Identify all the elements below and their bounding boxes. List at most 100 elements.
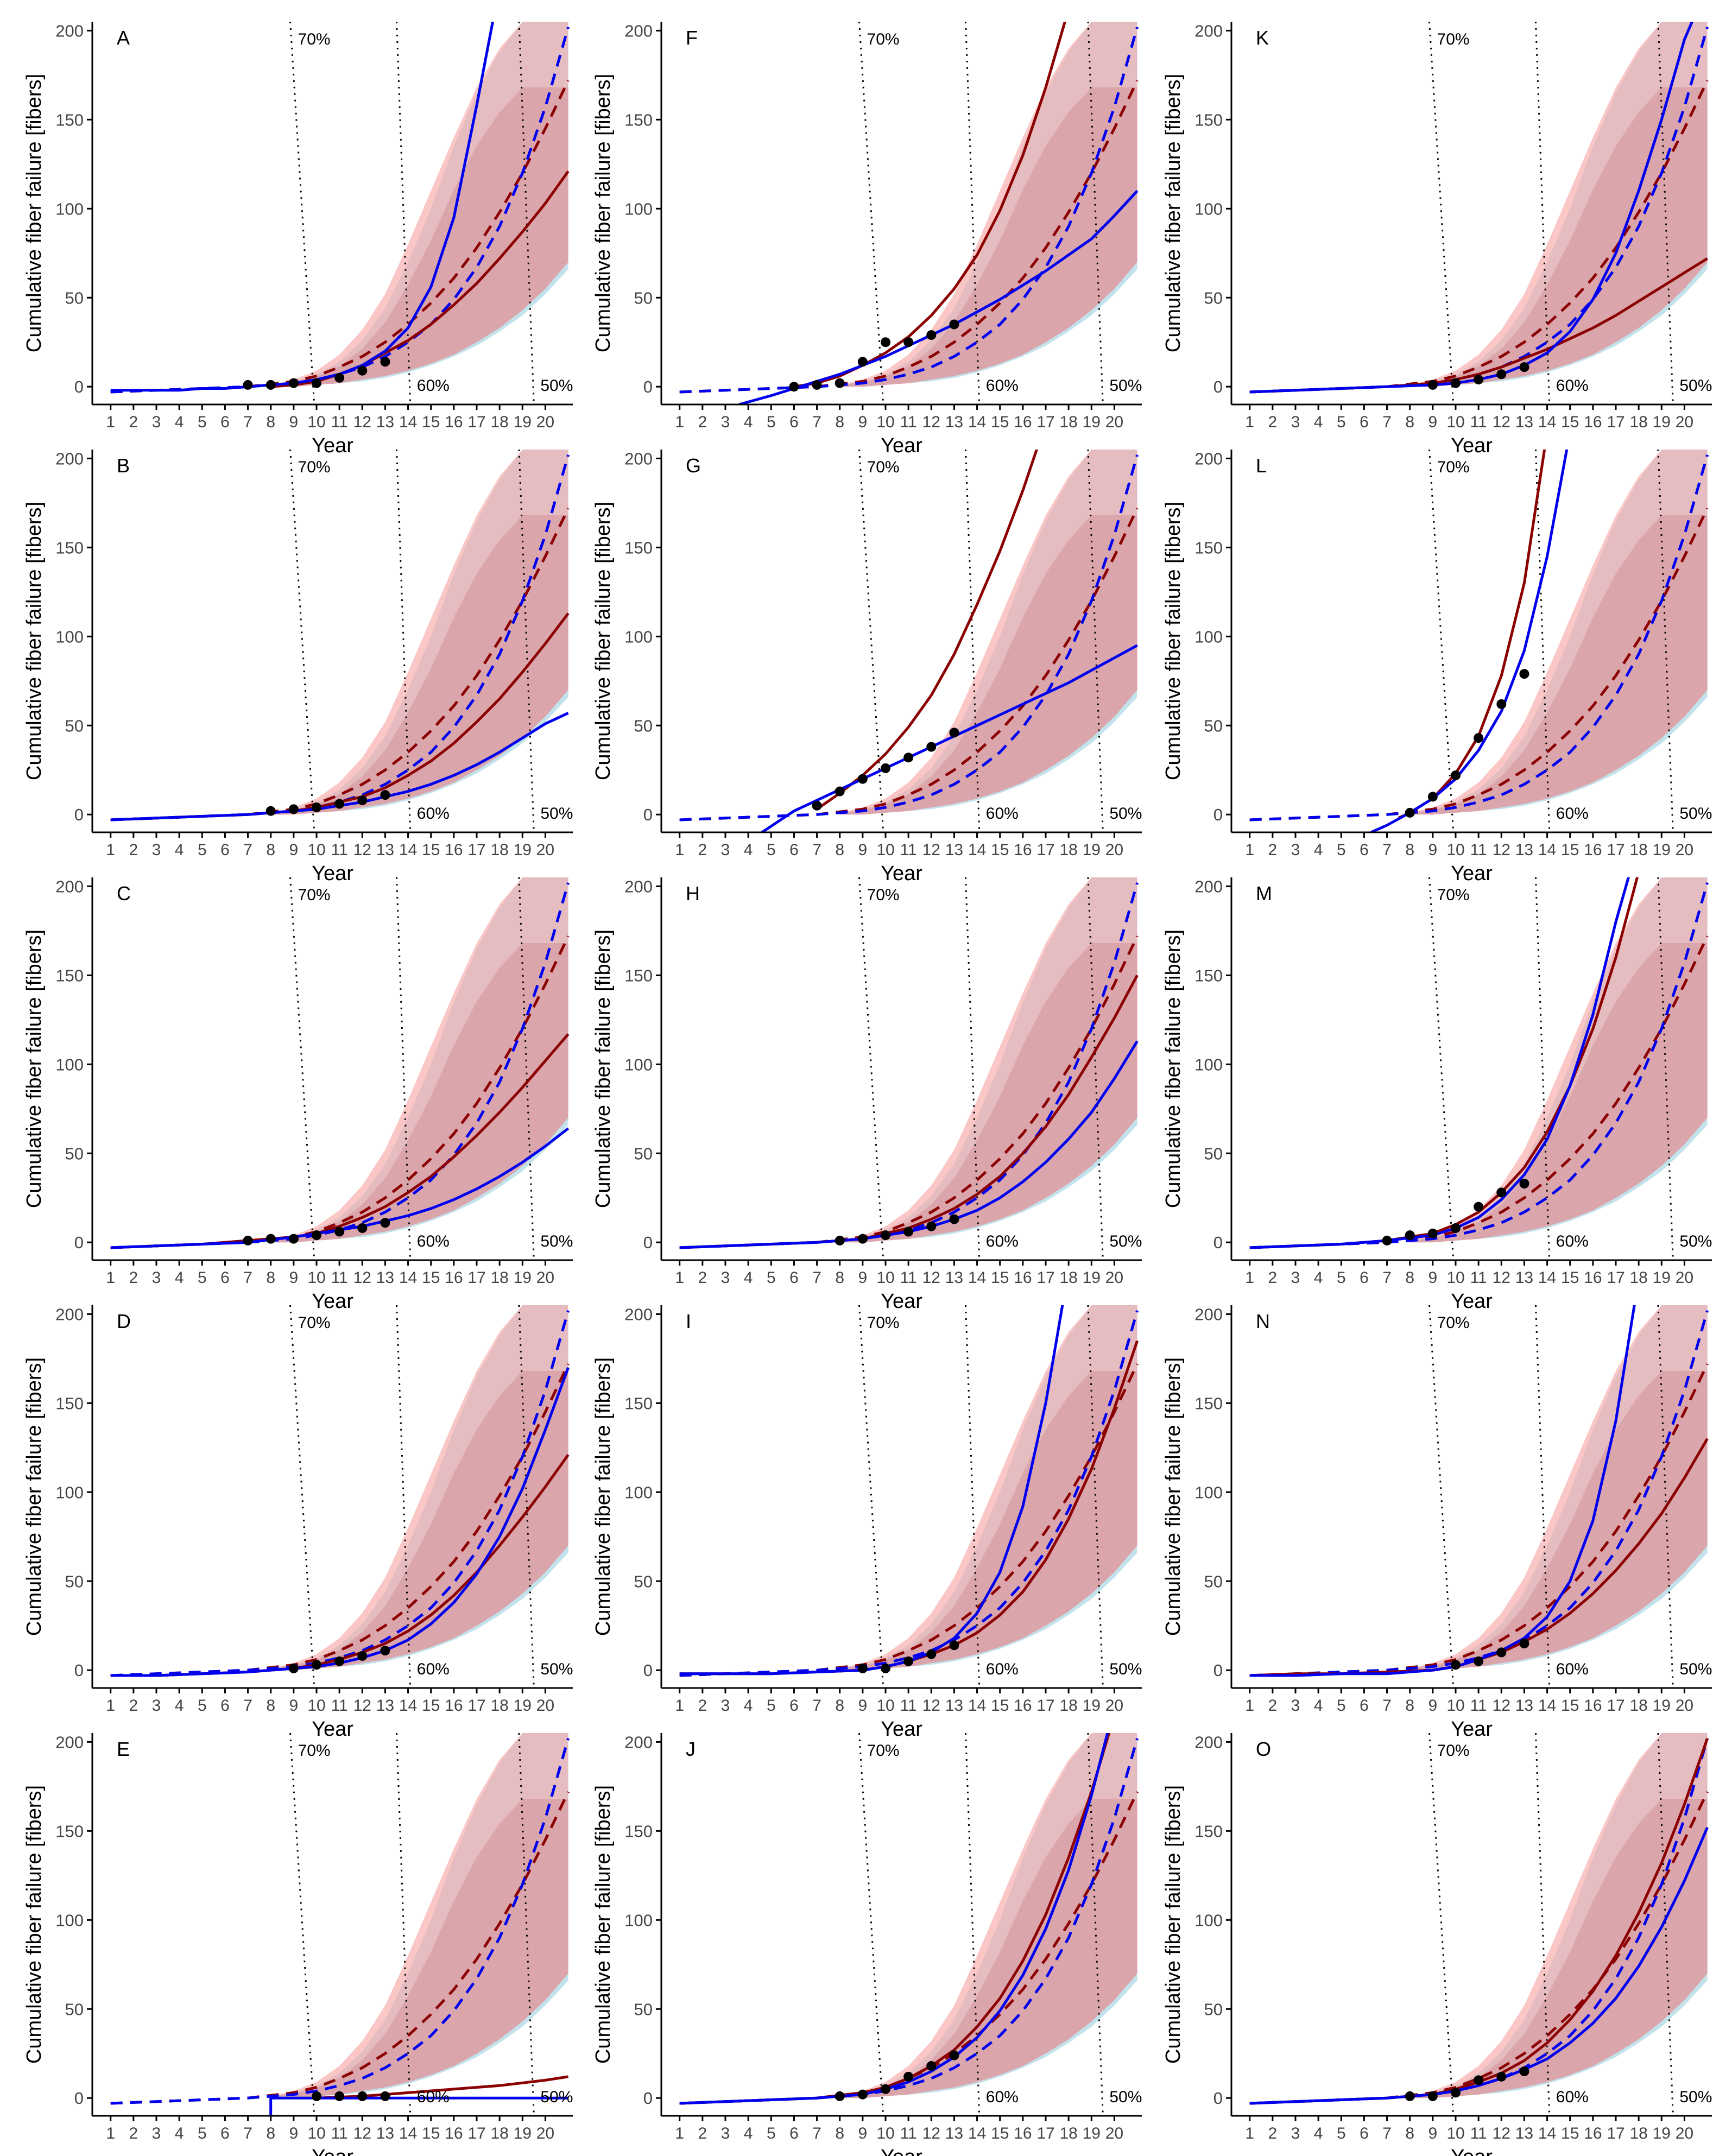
x-tick-label: 11 bbox=[900, 1269, 917, 1287]
y-tick-label: 100 bbox=[55, 199, 84, 218]
x-tick-label: 4 bbox=[175, 1697, 184, 1715]
y-tick-label: 0 bbox=[643, 1233, 653, 1252]
x-tick-label: 15 bbox=[991, 841, 1009, 859]
x-tick-label: 4 bbox=[1314, 2125, 1323, 2142]
panel-label: E bbox=[117, 1738, 130, 1760]
y-tick-label: 100 bbox=[624, 199, 653, 218]
x-tick-label: 2 bbox=[1268, 1697, 1278, 1715]
panel-label: M bbox=[1256, 882, 1272, 905]
reference-line-70 bbox=[1428, 450, 1455, 832]
x-tick-label: 8 bbox=[835, 1269, 844, 1287]
x-tick-label: 14 bbox=[1538, 1269, 1556, 1287]
x-tick-label: 8 bbox=[1405, 1269, 1414, 1287]
x-tick-label: 7 bbox=[1382, 413, 1392, 431]
x-tick-label: 19 bbox=[1653, 1697, 1671, 1715]
x-tick-label: 9 bbox=[858, 1269, 868, 1287]
x-tick-label: 19 bbox=[1653, 2125, 1671, 2142]
y-tick-label: 50 bbox=[1204, 1144, 1223, 1163]
data-point bbox=[903, 337, 914, 347]
data-point bbox=[926, 330, 937, 340]
y-tick-label: 200 bbox=[624, 449, 653, 468]
y-tick-label: 50 bbox=[65, 2000, 84, 2019]
y-tick-label: 100 bbox=[1194, 199, 1223, 218]
x-tick-label: 15 bbox=[422, 1269, 440, 1287]
dashed-blue-curve bbox=[1249, 454, 1709, 821]
x-tick-label: 10 bbox=[876, 1697, 894, 1715]
reference-line-70 bbox=[858, 450, 884, 832]
ref-label-50: 50% bbox=[540, 1660, 573, 1678]
x-axis-title: Year bbox=[881, 1290, 922, 1313]
x-tick-label: 8 bbox=[266, 2125, 275, 2142]
x-tick-label: 12 bbox=[922, 1697, 940, 1715]
data-point bbox=[1451, 1223, 1461, 1233]
x-tick-label: 5 bbox=[198, 413, 207, 431]
x-tick-label: 17 bbox=[1607, 841, 1624, 859]
x-tick-label: 5 bbox=[198, 1269, 207, 1287]
x-tick-label: 3 bbox=[1291, 2125, 1300, 2142]
fit-blue-curve bbox=[1249, 877, 1630, 1249]
data-point bbox=[243, 380, 253, 390]
x-tick-label: 20 bbox=[1676, 413, 1693, 431]
data-point bbox=[1427, 792, 1438, 802]
data-point bbox=[949, 319, 959, 330]
x-tick-label: 11 bbox=[1470, 1697, 1487, 1715]
x-axis-title: Year bbox=[881, 862, 922, 885]
data-point bbox=[357, 795, 368, 805]
data-point bbox=[881, 337, 890, 347]
x-tick-label: 18 bbox=[490, 2125, 508, 2142]
x-axis-title: Year bbox=[312, 2146, 353, 2156]
data-point bbox=[1474, 1202, 1484, 1212]
ref-label-70: 70% bbox=[867, 1742, 900, 1760]
data-point bbox=[1474, 1656, 1484, 1666]
data-point bbox=[857, 2089, 868, 2100]
data-point bbox=[926, 742, 937, 752]
x-tick-label: 16 bbox=[445, 1269, 463, 1287]
x-tick-label: 11 bbox=[1470, 1269, 1487, 1287]
x-tick-label: 4 bbox=[744, 413, 753, 431]
ref-label-60: 60% bbox=[1556, 1660, 1589, 1678]
y-axis-title: Cumulative fiber failure [fibers] bbox=[23, 930, 46, 1208]
x-tick-label: 2 bbox=[129, 413, 138, 431]
x-tick-label: 2 bbox=[698, 1269, 707, 1287]
ref-label-70: 70% bbox=[298, 1314, 331, 1332]
x-tick-label: 10 bbox=[876, 2125, 894, 2142]
x-tick-label: 11 bbox=[900, 841, 917, 859]
x-axis-title: Year bbox=[1451, 1718, 1493, 1741]
x-tick-label: 14 bbox=[968, 2125, 986, 2142]
data-point bbox=[1451, 2088, 1461, 2098]
x-tick-label: 12 bbox=[922, 1269, 940, 1287]
x-tick-label: 5 bbox=[1337, 1697, 1346, 1715]
y-tick-label: 100 bbox=[55, 627, 84, 646]
data-point bbox=[312, 1660, 321, 1670]
plot-area bbox=[1249, 450, 1709, 832]
panel-label: N bbox=[1256, 1310, 1270, 1332]
plot-area bbox=[1249, 1305, 1709, 1688]
y-tick-label: 100 bbox=[1194, 1911, 1223, 1930]
dashed-blue-curve bbox=[679, 454, 1139, 821]
x-tick-label: 9 bbox=[858, 1697, 868, 1715]
x-tick-label: 4 bbox=[744, 841, 753, 859]
ref-label-70: 70% bbox=[1437, 458, 1470, 476]
x-tick-label: 10 bbox=[876, 841, 894, 859]
panel-label: C bbox=[117, 882, 131, 905]
data-point bbox=[881, 763, 890, 773]
panel-label: A bbox=[117, 27, 130, 49]
x-tick-label: 11 bbox=[331, 413, 348, 431]
data-point bbox=[1474, 375, 1484, 385]
x-tick-label: 17 bbox=[1607, 2125, 1624, 2142]
x-tick-label: 18 bbox=[1059, 1269, 1077, 1287]
y-tick-label: 100 bbox=[1194, 1483, 1223, 1502]
data-point bbox=[881, 1663, 890, 1673]
plot-area bbox=[110, 1733, 570, 2116]
x-tick-label: 19 bbox=[1083, 841, 1101, 859]
fit-blue-curve bbox=[679, 1733, 1109, 2105]
x-tick-label: 1 bbox=[675, 1269, 684, 1287]
x-tick-label: 6 bbox=[1360, 1697, 1369, 1715]
data-point bbox=[1496, 369, 1507, 380]
x-tick-label: 20 bbox=[1676, 1269, 1693, 1287]
x-tick-label: 4 bbox=[175, 413, 184, 431]
plot-area bbox=[1249, 877, 1709, 1260]
panel-label: H bbox=[686, 882, 700, 905]
